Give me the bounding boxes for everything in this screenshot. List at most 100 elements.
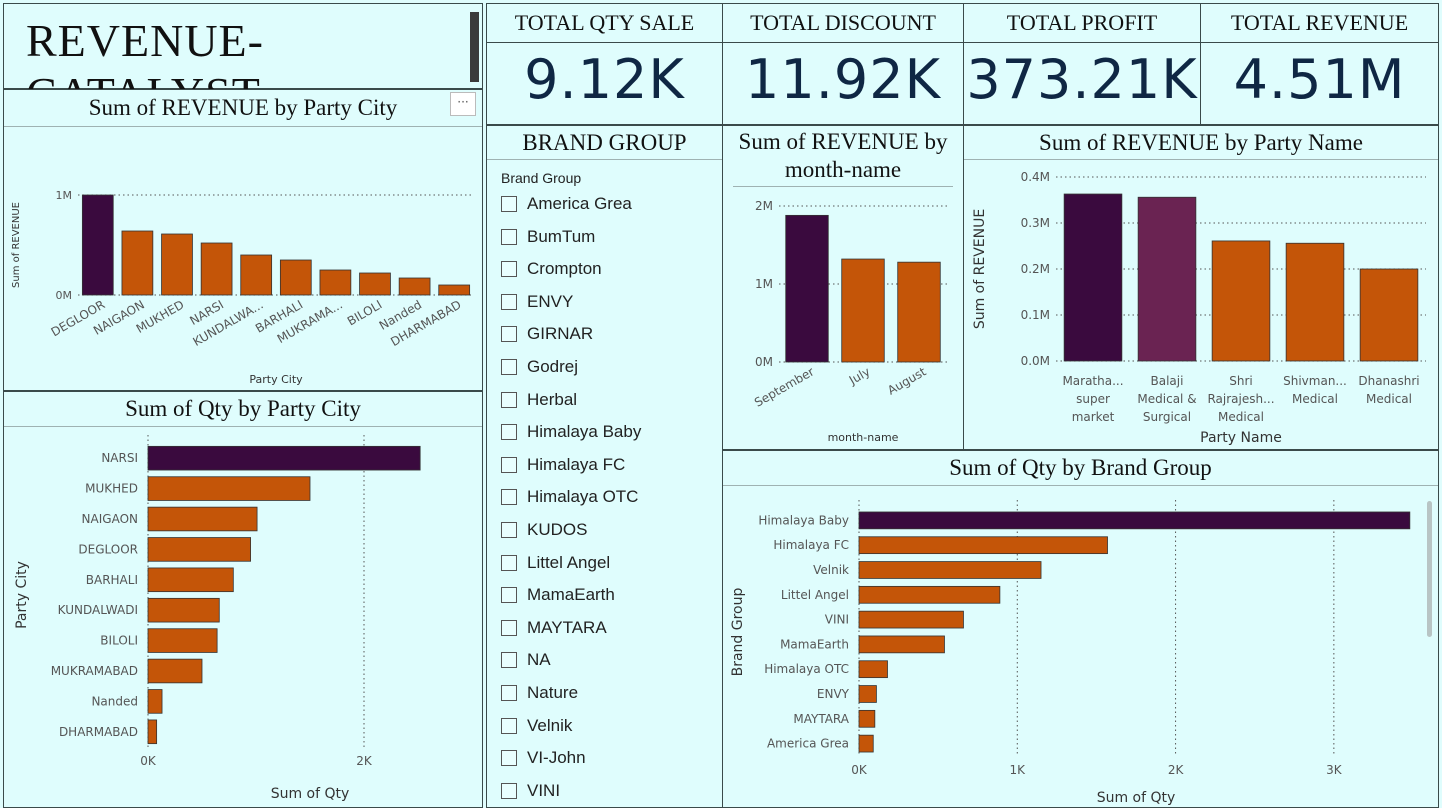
kpi-value: 11.92K	[744, 48, 941, 111]
bar	[1211, 240, 1271, 362]
slicer-item[interactable]: BumTum	[501, 225, 595, 249]
y-tick-label: Littel Angel	[781, 588, 849, 602]
bar	[147, 689, 163, 714]
slicer-item[interactable]: America Grea	[501, 192, 632, 216]
slicer-item[interactable]: Himalaya OTC	[501, 485, 638, 509]
bar	[858, 610, 964, 629]
checkbox[interactable]	[501, 522, 517, 538]
y-tick-label: 1M	[755, 277, 773, 291]
slicer-item[interactable]: MamaEarth	[501, 583, 615, 607]
slicer-item-label: ENVY	[527, 291, 574, 311]
checkbox[interactable]	[501, 196, 517, 212]
bar	[1285, 242, 1345, 362]
slicer-item-label: KUDOS	[527, 520, 588, 539]
y-tick-label: America Grea	[767, 737, 849, 751]
checkbox[interactable]	[501, 489, 517, 506]
slicer-item[interactable]: Velnik	[501, 714, 572, 738]
checkbox[interactable]	[501, 554, 517, 571]
checkbox[interactable]	[501, 782, 517, 799]
y-tick-label: BARHALI	[86, 573, 138, 587]
more-options-button[interactable]: ···	[450, 92, 476, 116]
checkbox[interactable]	[501, 261, 517, 278]
bar	[147, 506, 258, 532]
slicer-item[interactable]: NA	[501, 648, 551, 672]
kpi-card-total-discount: TOTAL DISCOUNT 11.92K	[722, 3, 964, 125]
slicer-item[interactable]: KUDOS	[501, 518, 587, 542]
bar	[147, 567, 234, 593]
chart-revenue-by-party-city[interactable]: Sum of REVENUE by Party City ··· 0M 1M DEG…	[3, 89, 483, 391]
checkbox[interactable]	[501, 326, 517, 343]
checkbox[interactable]	[501, 619, 517, 636]
slicer-item[interactable]: ENVY	[501, 290, 573, 314]
chart-revenue-by-party-name[interactable]: Sum of REVENUE by Party Name 0.0M 0.1M 0.2…	[963, 125, 1439, 450]
checkbox[interactable]	[501, 685, 517, 701]
slicer-item[interactable]: Herbal	[501, 388, 577, 412]
slicer-item[interactable]: Himalaya Baby	[501, 420, 641, 444]
slicer-item[interactable]: MAYTARA	[501, 616, 607, 640]
checkbox[interactable]	[501, 587, 517, 604]
checkbox[interactable]	[501, 359, 517, 375]
slicer-item-label: Godrej	[527, 357, 579, 376]
kpi-label: TOTAL PROFIT	[964, 4, 1200, 43]
bar	[1359, 268, 1419, 362]
x-tick-label: market	[1072, 410, 1115, 424]
x-tick-label: Medical &	[1137, 392, 1196, 406]
slicer-item[interactable]: VINI	[501, 779, 560, 803]
checkbox[interactable]	[501, 456, 517, 473]
slicer-item-label: Velnik	[527, 715, 573, 735]
vertical-scrollbar[interactable]	[1427, 501, 1432, 637]
y-tick-label: Himalaya FC	[773, 538, 849, 552]
x-tick-label: 0K	[140, 754, 157, 768]
slicer-item-label: NA	[527, 650, 551, 670]
chart-title: Sum of Qty by Party City	[4, 392, 482, 427]
checkbox[interactable]	[501, 652, 517, 669]
slicer-item-label: BumTum	[527, 226, 596, 246]
x-tick-label: Medical	[1218, 410, 1264, 424]
y-axis-title: Brand Group	[730, 588, 746, 677]
y-tick-label: MAYTARA	[793, 712, 849, 726]
slicer-item[interactable]: GIRNAR	[501, 322, 593, 346]
checkbox[interactable]	[501, 228, 517, 245]
bar	[858, 685, 877, 703]
slicer-item-label: Littel Angel	[527, 552, 611, 572]
x-tick-label: 0K	[851, 763, 868, 777]
y-tick-label: Himalaya Baby	[758, 513, 849, 527]
slicer-item[interactable]: Littel Angel	[501, 551, 610, 575]
x-axis-title: Party Name	[1200, 430, 1282, 446]
bar	[858, 585, 1001, 604]
chart-title: Sum of REVENUE by Party Name	[964, 126, 1438, 160]
x-tick-label: August	[885, 364, 929, 397]
slicer-item[interactable]: Godrej	[501, 355, 578, 379]
slicer-item[interactable]: Crompton	[501, 257, 602, 281]
bar	[438, 284, 471, 296]
x-axis-title: month-name	[828, 431, 899, 444]
x-tick-label: 1K	[1010, 763, 1027, 777]
checkbox[interactable]	[501, 750, 517, 767]
bar	[785, 214, 829, 363]
slicer-item-label: Nature	[527, 683, 579, 702]
x-tick-label: Surgical	[1143, 410, 1191, 424]
chart-revenue-by-month[interactable]: Sum of REVENUE by month-name 0M 1M 2M Septe…	[722, 125, 964, 450]
chart-qty-by-party-city[interactable]: Sum of Qty by Party City 0K 2K NARSI MUKHED…	[3, 391, 483, 808]
slicer-item[interactable]: VI-John	[501, 746, 586, 770]
x-tick-label: Shri	[1229, 374, 1253, 388]
chart-qty-by-brand-group[interactable]: Sum of Qty by Brand Group 0K 1K 2K 3K Himala…	[722, 450, 1439, 808]
slicer-item[interactable]: Himalaya FC	[501, 453, 625, 477]
y-axis-title: Sum of REVENUE	[972, 209, 988, 329]
x-tick-label: July	[846, 364, 873, 387]
checkbox[interactable]	[501, 424, 517, 441]
bar	[147, 445, 421, 471]
bar	[147, 537, 251, 562]
bar	[147, 597, 220, 623]
slicer-item[interactable]: Nature	[501, 681, 578, 705]
kpi-value: 373.21K	[966, 48, 1198, 111]
bar	[147, 476, 311, 501]
bar	[279, 259, 312, 296]
slicer-title: BRAND GROUP	[487, 126, 722, 160]
bar	[858, 709, 876, 728]
y-tick-label: KUNDALWADI	[58, 603, 138, 617]
checkbox[interactable]	[501, 391, 517, 408]
checkbox[interactable]	[501, 717, 517, 734]
y-tick-label: 1M	[56, 189, 73, 202]
checkbox[interactable]	[501, 293, 517, 310]
